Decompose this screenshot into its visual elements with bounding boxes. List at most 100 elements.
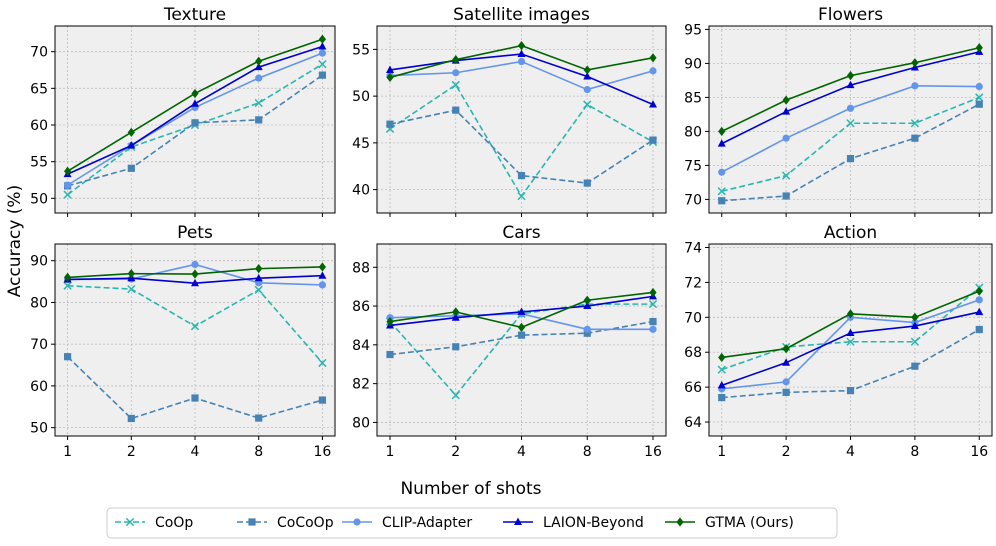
data-point-gtma-ours	[718, 126, 726, 136]
y-tick-label: 55	[30, 155, 48, 171]
x-tick-label: 4	[517, 444, 526, 460]
series-laion-beyond	[717, 307, 984, 389]
y-tick-label: 80	[352, 415, 370, 431]
data-point-coop	[63, 281, 72, 290]
series-line-cocoop	[389, 109, 654, 184]
data-point-cocoop	[517, 172, 526, 180]
data-point-cocoop	[255, 414, 263, 422]
y-tick-label: 80	[30, 295, 48, 311]
legend-label: GTMA (Ours)	[705, 515, 794, 531]
x-tick-label: 4	[846, 444, 855, 460]
data-point-gtma-ours	[127, 269, 135, 279]
data-point-cocoop	[255, 116, 263, 124]
data-point-gtma-ours	[191, 88, 199, 99]
data-point-gtma-ours	[517, 322, 526, 332]
data-point-coop	[63, 190, 72, 199]
data-point-laion-beyond	[517, 307, 526, 315]
x-tick-label: 4	[191, 444, 200, 460]
data-point-gtma-ours	[452, 55, 460, 65]
data-point-cocoop	[127, 164, 135, 172]
data-point-cocoop	[846, 155, 855, 163]
data-point-laion-beyond	[648, 100, 657, 108]
data-point-cocoop	[975, 325, 983, 334]
data-point-gtma-ours	[318, 262, 326, 272]
data-point-clip-adapter	[975, 82, 983, 91]
data-point-clip-adapter	[191, 260, 199, 269]
series-laion-beyond	[386, 49, 657, 108]
y-tick-label: 70	[30, 337, 48, 353]
data-point-gtma-ours	[975, 43, 983, 53]
legend-item-gtma-ours: GTMA (Ours)	[665, 515, 794, 531]
x-tick-label: 16	[970, 444, 988, 460]
y-tick-label: 85	[684, 90, 702, 106]
data-point-cocoop	[191, 119, 199, 127]
y-tick-label: 55	[352, 42, 370, 58]
series-cocoop	[718, 100, 983, 205]
data-point-cocoop	[583, 329, 591, 337]
x-tick-label: 8	[254, 444, 263, 460]
data-point-gtma-ours	[64, 272, 72, 282]
data-point-coop	[190, 322, 200, 331]
series-gtma-ours	[718, 286, 983, 363]
legend-label: CLIP-Adapter	[382, 515, 472, 531]
data-point-gtma-ours	[517, 41, 526, 51]
legend-item-laion-beyond: LAION-Beyond	[503, 515, 644, 531]
data-point-cocoop	[649, 317, 657, 326]
data-point-gtma-ours	[386, 72, 394, 83]
data-point-coop	[583, 100, 592, 109]
x-tick-label: 2	[782, 444, 791, 460]
legend-item-clip-adapter: CLIP-Adapter	[342, 515, 472, 531]
legend-label: LAION-Beyond	[543, 515, 644, 531]
data-point-gtma-ours	[718, 352, 726, 363]
data-point-gtma-ours	[191, 269, 199, 279]
data-point-gtma-ours	[318, 34, 326, 44]
plot-frame	[376, 243, 667, 437]
legend-frame	[106, 507, 838, 539]
data-point-clip-adapter	[718, 168, 726, 176]
y-tick-label: 68	[684, 345, 702, 361]
data-point-cocoop	[318, 396, 326, 404]
y-tick-label: 66	[684, 380, 702, 396]
y-tick-label: 45	[352, 136, 370, 152]
data-point-cocoop	[782, 388, 790, 396]
plot-frame	[54, 243, 336, 437]
series-clip-adapter	[64, 49, 326, 189]
series-cocoop	[386, 106, 657, 187]
data-point-clip-adapter	[782, 134, 790, 142]
subplot-title: Satellite images	[453, 5, 590, 25]
data-point-cocoop	[649, 136, 657, 144]
data-point-gtma-ours	[255, 264, 263, 274]
data-point-clip-adapter	[782, 378, 790, 386]
legend-item-cocoop: CoCoOp	[237, 515, 334, 531]
data-point-clip-adapter	[846, 104, 855, 112]
data-point-laion-beyond	[451, 313, 460, 321]
data-point-coop	[910, 119, 920, 128]
data-point-laion-beyond	[717, 380, 726, 389]
x-tick-label: 1	[63, 444, 72, 460]
subplot-grid: 50 55 60 65 70 Texture 40 45 50 55 Satellite image…	[30, 5, 993, 460]
y-axis-label: Accuracy (%)	[5, 185, 25, 297]
data-point-clip-adapter	[452, 69, 460, 77]
x-axis-label: Number of shots	[400, 479, 541, 499]
series-gtma-ours	[386, 41, 657, 83]
data-point-coop	[717, 187, 726, 196]
data-point-coop	[648, 299, 658, 309]
data-point-laion-beyond	[191, 99, 199, 107]
y-tick-label: 84	[352, 338, 370, 354]
data-point-gtma-ours	[255, 56, 263, 66]
data-point-clip-adapter	[975, 296, 983, 304]
y-tick-label: 86	[352, 299, 370, 315]
x-tick-label: 16	[644, 444, 662, 460]
data-point-coop	[975, 93, 984, 102]
data-point-gtma-ours	[975, 286, 983, 296]
subplot-title: Flowers	[818, 5, 883, 25]
data-point-laion-beyond	[254, 273, 263, 282]
data-point-clip-adapter	[649, 67, 657, 75]
data-point-gtma-ours	[782, 344, 790, 354]
legend-label: CoCoOp	[277, 515, 334, 531]
data-point-laion-beyond	[583, 72, 592, 80]
data-point-clip-adapter	[64, 181, 72, 189]
series-coop	[717, 93, 984, 196]
data-point-coop	[846, 119, 855, 128]
y-tick-label: 60	[30, 379, 48, 395]
